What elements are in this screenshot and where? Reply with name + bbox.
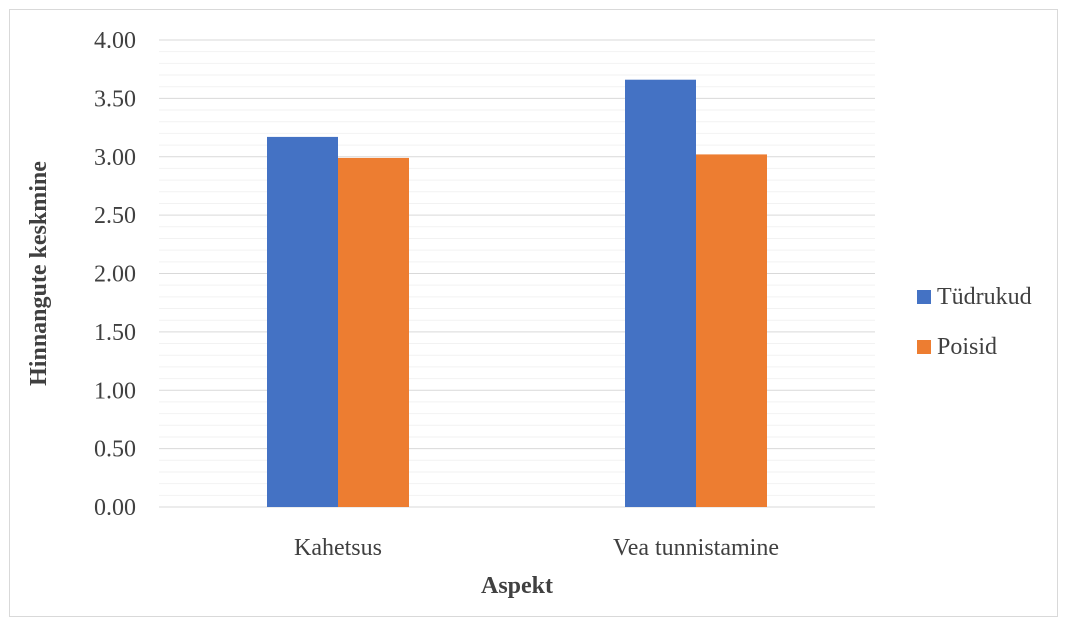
- axis-layer: 0.00 0.50 1.00 1.50 2.00 2.50 3.00 3.50 4.00 Kahe…: [94, 28, 779, 561]
- y-tick-label: 3.00: [94, 145, 136, 171]
- legend-label: Poisid: [937, 334, 997, 360]
- y-tick-label: 0.50: [94, 437, 136, 463]
- legend-swatch: [917, 290, 931, 304]
- x-category-label: Vea tunnistamine: [613, 535, 779, 561]
- legend-label: Tüdrukud: [937, 284, 1032, 310]
- bar-poisid-1: [338, 157, 409, 508]
- y-tick-label: 1.00: [94, 378, 136, 404]
- x-category-label: Kahetsus: [294, 535, 382, 561]
- bar-tüdrukud-2: [625, 79, 696, 507]
- x-axis-title: Aspekt: [481, 573, 553, 599]
- legend-swatch: [917, 340, 931, 354]
- bar-tüdrukud-1: [267, 136, 338, 507]
- y-axis-title: Hinnangute keskmine: [26, 161, 52, 386]
- y-tick-label: 4.00: [94, 28, 136, 54]
- grid-layer: [159, 39, 875, 508]
- y-tick-label: 0.00: [94, 495, 136, 521]
- y-tick-label: 1.50: [94, 320, 136, 346]
- legend: Tüdrukud Poisid: [917, 284, 1032, 360]
- chart-frame: [9, 9, 1058, 617]
- y-tick-label: 2.50: [94, 203, 136, 229]
- y-tick-label: 3.50: [94, 86, 136, 112]
- bar-layer: [267, 79, 767, 508]
- y-tick-label: 2.00: [94, 262, 136, 288]
- bar-poisid-2: [696, 154, 767, 508]
